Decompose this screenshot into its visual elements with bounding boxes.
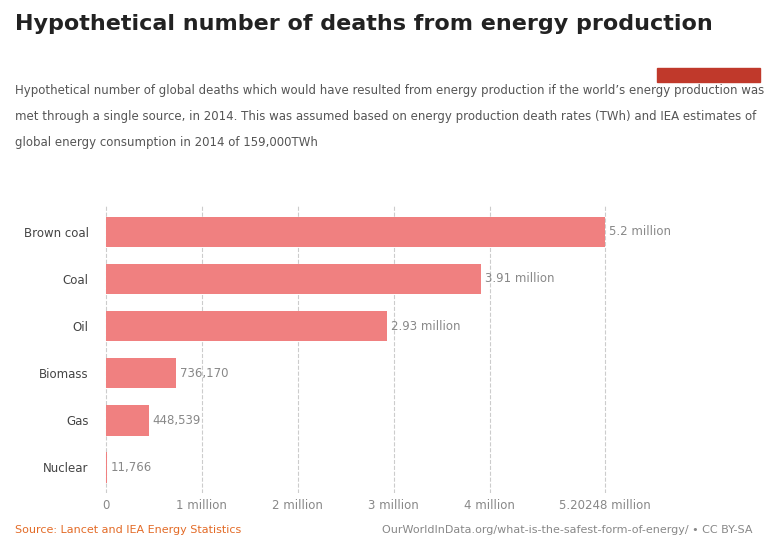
Bar (106, 405, 149, 436)
Text: 5.2 million: 5.2 million (608, 225, 670, 238)
Text: 2.93 million: 2.93 million (391, 320, 460, 333)
Bar (106, 358, 177, 389)
Text: OurWorldInData.org/what-is-the-safest-form-of-energy/ • CC BY-SA: OurWorldInData.org/what-is-the-safest-fo… (382, 526, 753, 535)
Text: 3.91 million: 3.91 million (485, 273, 554, 286)
Text: Source: Lancet and IEA Energy Statistics: Source: Lancet and IEA Energy Statistics (15, 526, 242, 535)
Text: 11,766: 11,766 (111, 461, 152, 474)
Text: Our World
in Data: Our World in Data (677, 27, 740, 50)
Text: 448,539: 448,539 (153, 414, 201, 427)
Bar (106, 263, 481, 294)
Bar (106, 217, 604, 247)
Bar (106, 311, 387, 341)
Text: global energy consumption in 2014 of 159,000TWh: global energy consumption in 2014 of 159… (15, 136, 318, 149)
Text: 736,170: 736,170 (180, 366, 229, 379)
Bar (106, 452, 107, 482)
Text: Hypothetical number of global deaths which would have resulted from energy produ: Hypothetical number of global deaths whi… (15, 84, 765, 97)
Text: Hypothetical number of deaths from energy production: Hypothetical number of deaths from energ… (15, 14, 713, 34)
Bar (657, 68, 760, 82)
Text: met through a single source, in 2014. This was assumed based on energy productio: met through a single source, in 2014. Th… (15, 110, 756, 123)
